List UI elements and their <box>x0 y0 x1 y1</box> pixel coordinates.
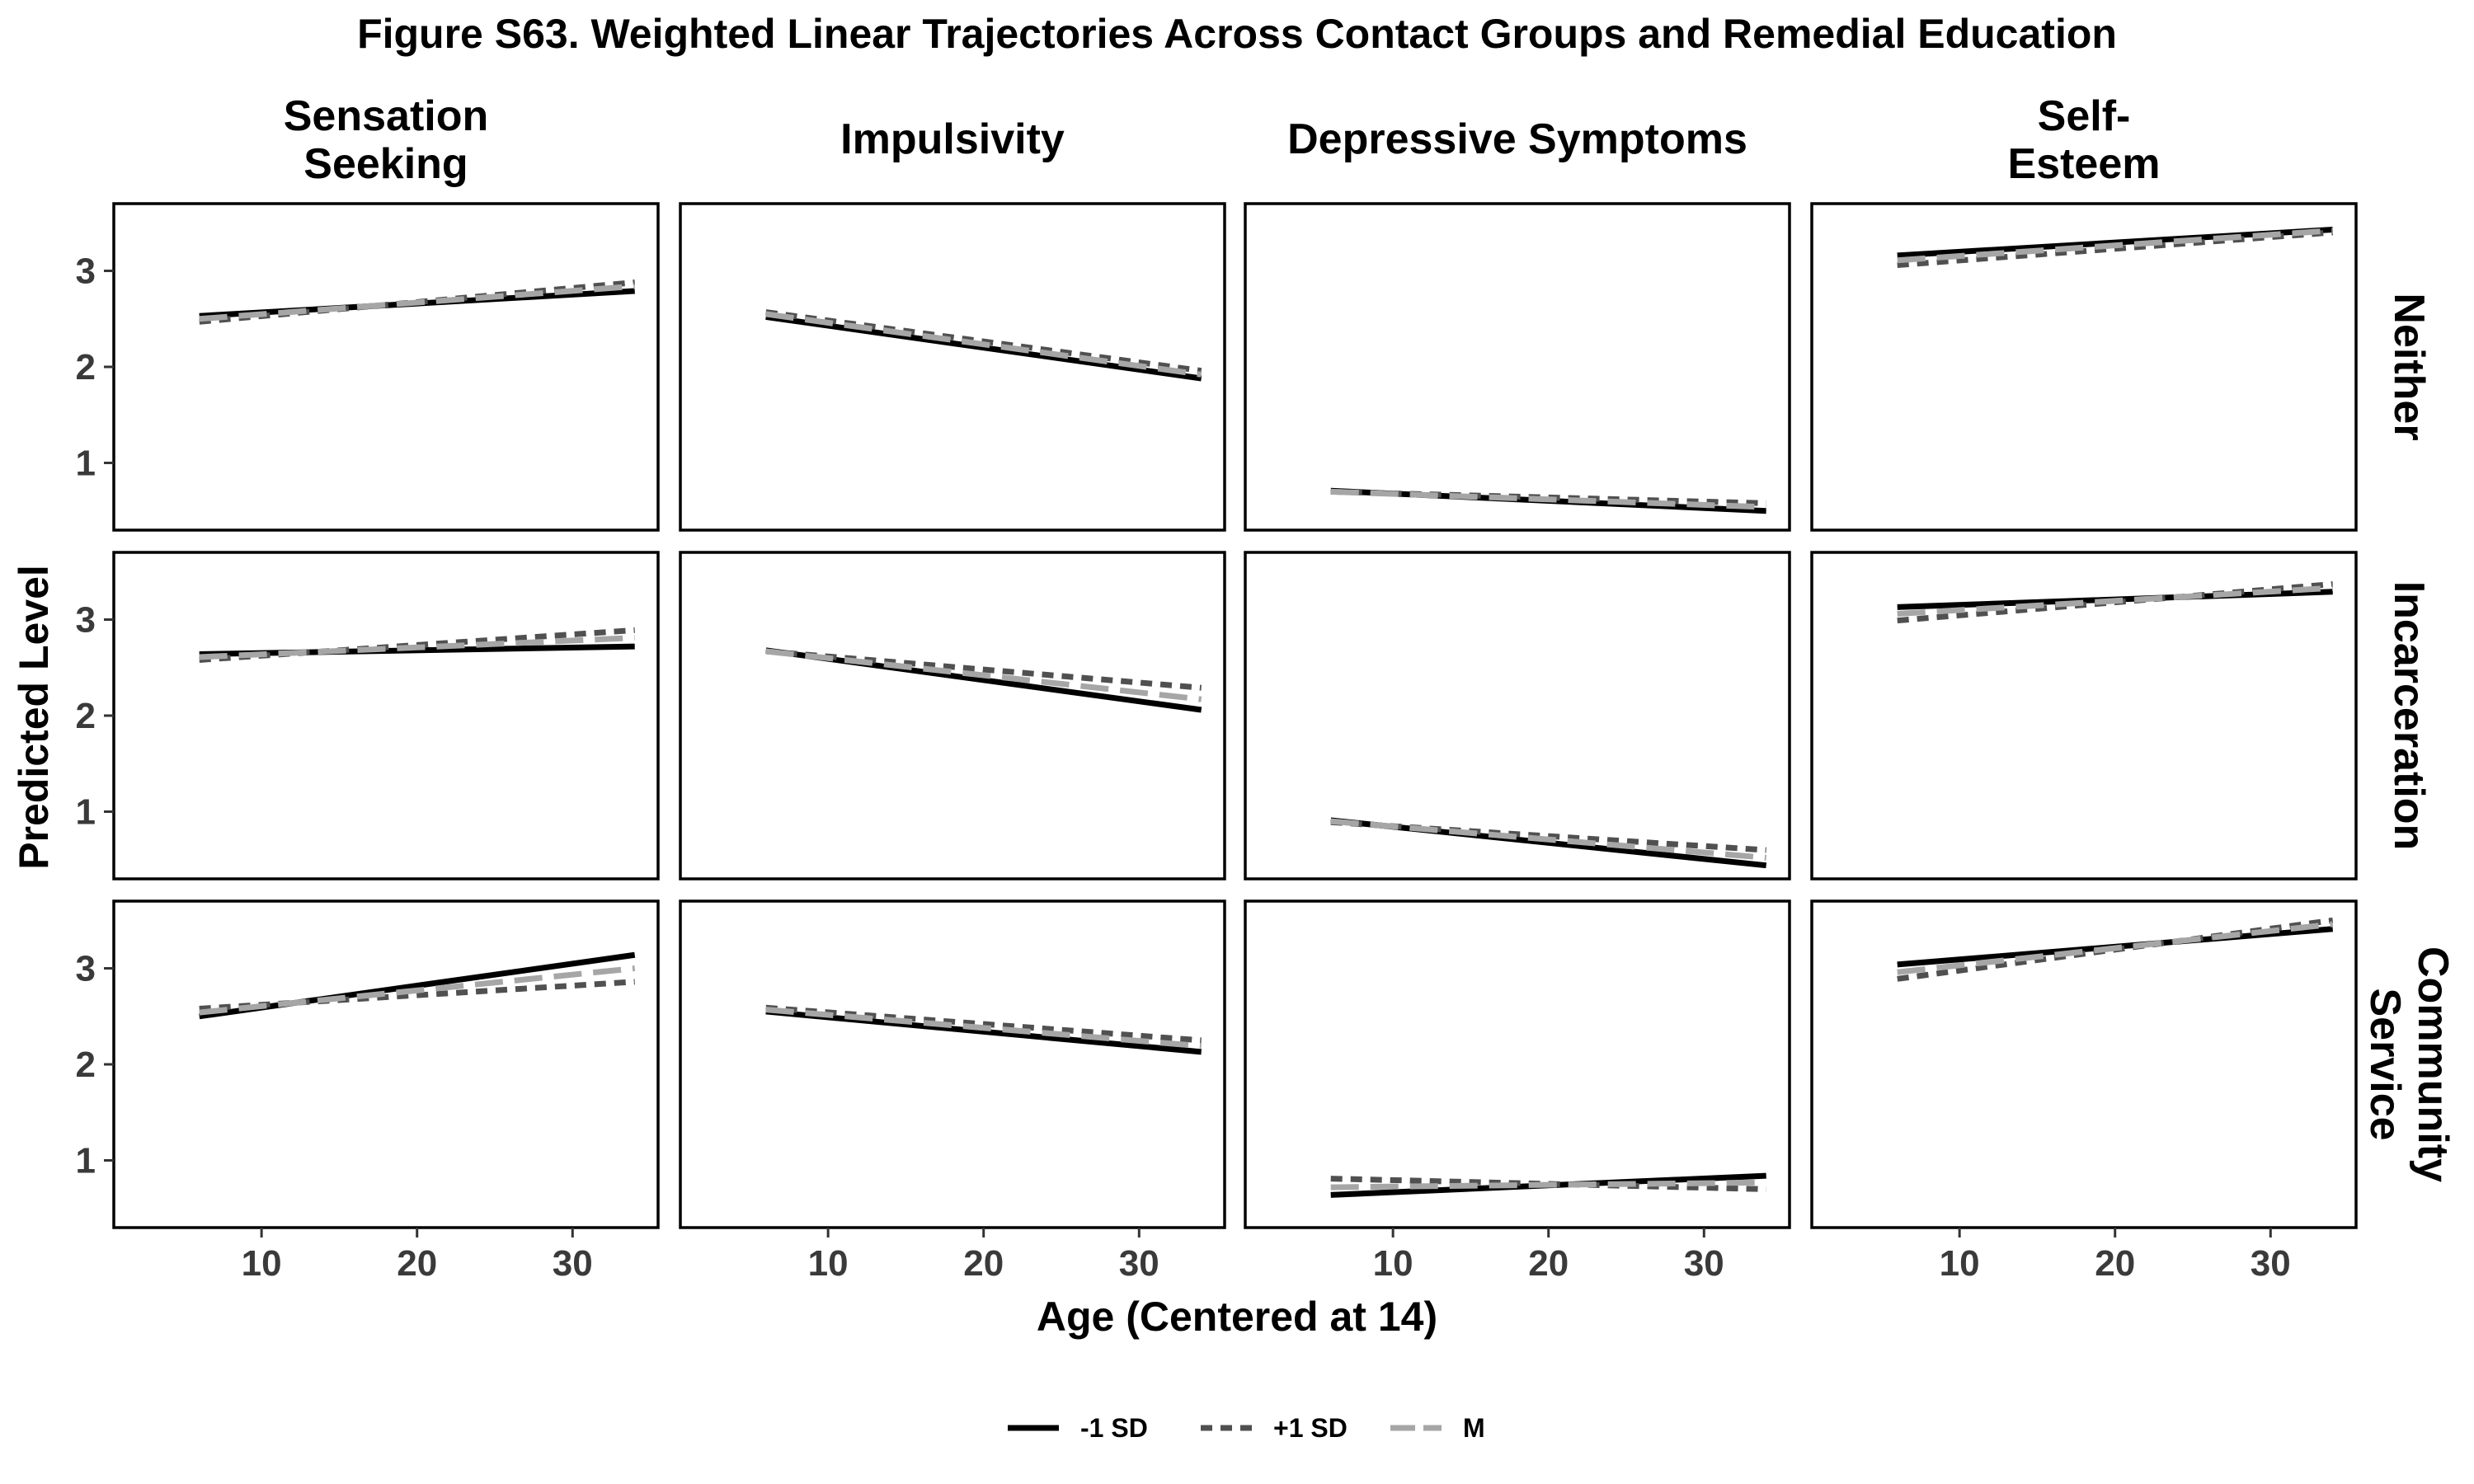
series-line-mean <box>1897 585 2333 618</box>
panel-neither-se <box>1810 202 2358 532</box>
panel-comm-se <box>1810 899 2358 1229</box>
panel-comm-dep <box>1244 899 1791 1229</box>
panel-frame <box>1810 899 2358 1229</box>
panel-incarc-se <box>1810 551 2358 881</box>
series-line-p1sd <box>765 648 1202 691</box>
facet-panels <box>112 202 2358 1229</box>
panel-frame <box>679 551 1226 881</box>
series-line-mean <box>199 283 635 322</box>
y-axis-ticks: 1 2 3 1 2 3 1 2 3 <box>76 251 114 1181</box>
legend-item-p1sd: +1 SD <box>1201 1413 1348 1443</box>
panel-frame <box>112 899 660 1229</box>
figure-title: Figure S63. Weighted Linear Trajectories… <box>357 11 2117 57</box>
series-line-p1sd <box>1330 819 1766 853</box>
panel-comm-ss <box>112 899 660 1229</box>
panel-incarc-ss <box>112 551 660 881</box>
panel-frame <box>112 202 660 532</box>
series-line-p1sd <box>765 1004 1202 1044</box>
panel-incarc-imp <box>679 551 1226 881</box>
series-line-mean <box>765 1007 1202 1050</box>
series-line-m1sd <box>765 313 1202 382</box>
panel-frame <box>112 551 660 881</box>
y-tick-label: 2 <box>76 347 96 387</box>
row-strip-labels: Neither Incarceration CommunityService <box>2361 293 2457 1182</box>
legend-item-mean: M <box>1390 1413 1485 1443</box>
series-line-m1sd <box>1330 817 1767 869</box>
row-strip-neither: Neither <box>2385 293 2433 440</box>
series-line-p1sd <box>199 979 635 1012</box>
series-line-mean <box>199 635 635 660</box>
row-strip-incarc: Incarceration <box>2385 581 2433 851</box>
y-tick-label: 1 <box>76 443 96 483</box>
series-line-mean <box>765 648 1202 702</box>
x-tick-label: 10 <box>808 1243 849 1284</box>
y-tick-label: 3 <box>76 600 96 641</box>
x-tick-label: 10 <box>242 1243 282 1284</box>
column-strip-se: Self-Esteem <box>2008 92 2161 188</box>
panel-neither-ss <box>112 202 660 532</box>
y-tick-label: 1 <box>76 791 96 832</box>
y-tick-label: 1 <box>76 1140 96 1181</box>
series-line-mean <box>1330 1179 1766 1190</box>
column-strip-labels: Sensation Seeking Impulsivity Depressive Sy… <box>284 92 2161 188</box>
panel-neither-imp <box>679 202 1226 532</box>
x-tick-label: 20 <box>963 1243 1004 1284</box>
legend: -1 SD +1 SD M <box>1008 1413 1485 1443</box>
panel-comm-imp <box>679 899 1226 1229</box>
series-line-mean <box>1330 818 1767 861</box>
x-tick-label: 10 <box>1940 1243 1980 1284</box>
y-tick-label: 2 <box>76 696 96 736</box>
x-tick-label: 30 <box>2251 1243 2291 1284</box>
panel-frame <box>679 899 1226 1229</box>
series-line-m1sd <box>199 951 636 1020</box>
x-tick-label: 20 <box>397 1243 437 1284</box>
panel-incarc-dep <box>1244 551 1791 881</box>
column-strip-dep: Depressive Symptoms <box>1287 115 1747 163</box>
legend-item-m1sd: -1 SD <box>1008 1413 1148 1443</box>
legend-label-mean: M <box>1463 1413 1485 1443</box>
column-strip-ss: Sensation Seeking <box>284 92 489 188</box>
y-tick-label: 2 <box>76 1045 96 1085</box>
legend-label-m1sd: -1 SD <box>1080 1413 1148 1443</box>
x-tick-label: 10 <box>1373 1243 1413 1284</box>
x-axis-ticks: 10 20 30 10 20 30 10 20 30 10 20 30 <box>242 1228 2291 1284</box>
x-tick-label: 30 <box>553 1243 593 1284</box>
column-strip-imp: Impulsivity <box>840 115 1065 163</box>
series-line-mean <box>1897 228 2333 264</box>
x-tick-label: 30 <box>1119 1243 1159 1284</box>
series-line-mean <box>199 965 636 1016</box>
series-line-m1sd <box>765 647 1202 713</box>
series-line-m1sd <box>765 1008 1202 1055</box>
y-axis-title: Predicted Level <box>11 565 57 870</box>
y-tick-label: 3 <box>76 251 96 292</box>
x-axis-title: Age (Centered at 14) <box>1037 1294 1437 1340</box>
series-line-mean <box>1897 921 2334 975</box>
panel-frame <box>1244 899 1791 1229</box>
x-tick-label: 20 <box>1528 1243 1569 1284</box>
legend-label-p1sd: +1 SD <box>1273 1413 1348 1443</box>
series-line-mean <box>765 311 1202 378</box>
panel-frame <box>1244 202 1791 532</box>
x-tick-label: 20 <box>2095 1243 2135 1284</box>
panel-neither-dep <box>1244 202 1791 532</box>
row-strip-comm: CommunityService <box>2361 946 2457 1182</box>
series-line-mean <box>1330 488 1766 510</box>
y-tick-label: 3 <box>76 949 96 989</box>
panel-frame <box>1244 551 1791 881</box>
x-tick-label: 30 <box>1684 1243 1724 1284</box>
